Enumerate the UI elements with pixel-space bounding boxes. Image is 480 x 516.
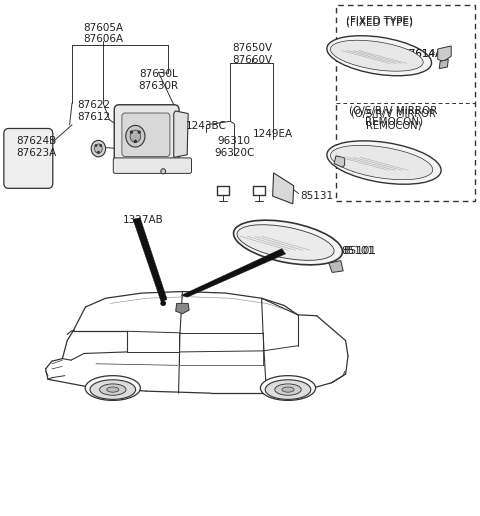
- Text: 85101: 85101: [343, 49, 375, 59]
- Ellipse shape: [85, 376, 140, 400]
- Ellipse shape: [237, 225, 334, 260]
- Ellipse shape: [138, 131, 140, 133]
- Polygon shape: [273, 173, 294, 204]
- Polygon shape: [174, 111, 188, 157]
- Ellipse shape: [98, 152, 99, 153]
- Polygon shape: [181, 249, 286, 297]
- Bar: [336, 5, 475, 201]
- Text: 85101: 85101: [363, 164, 396, 174]
- Text: 1249EA: 1249EA: [252, 129, 293, 139]
- Ellipse shape: [107, 387, 119, 392]
- Ellipse shape: [91, 140, 106, 157]
- Ellipse shape: [160, 301, 166, 306]
- Text: 1327AB: 1327AB: [123, 215, 163, 225]
- Polygon shape: [329, 261, 343, 272]
- Ellipse shape: [131, 131, 132, 133]
- Ellipse shape: [95, 144, 96, 147]
- Ellipse shape: [130, 130, 141, 142]
- Text: 87630L
87630R: 87630L 87630R: [138, 69, 179, 91]
- Text: 85131: 85131: [300, 191, 333, 201]
- Ellipse shape: [275, 384, 301, 395]
- Ellipse shape: [330, 146, 433, 180]
- Polygon shape: [438, 46, 451, 61]
- FancyBboxPatch shape: [113, 158, 192, 173]
- Ellipse shape: [161, 169, 166, 174]
- FancyBboxPatch shape: [122, 113, 170, 156]
- Text: (FIXED TYPE): (FIXED TYPE): [346, 15, 413, 26]
- Text: 87624B
87623A: 87624B 87623A: [16, 136, 56, 158]
- Ellipse shape: [95, 144, 102, 153]
- Text: (FIXED TYPE): (FIXED TYPE): [346, 18, 413, 28]
- Ellipse shape: [100, 144, 102, 147]
- FancyBboxPatch shape: [114, 105, 179, 163]
- Text: 87622
87612: 87622 87612: [77, 100, 110, 122]
- Text: 96310
96320C: 96310 96320C: [214, 136, 254, 158]
- Text: 87614A: 87614A: [402, 49, 443, 59]
- Ellipse shape: [260, 376, 316, 400]
- Text: 87650V
87660V: 87650V 87660V: [232, 43, 272, 65]
- Text: (O/S/R/V MIRROR
REMOCON): (O/S/R/V MIRROR REMOCON): [351, 109, 436, 131]
- Ellipse shape: [282, 387, 294, 392]
- Polygon shape: [133, 218, 167, 302]
- Ellipse shape: [134, 140, 136, 142]
- Text: 85101: 85101: [343, 49, 375, 59]
- Text: (O/S/R/V MIRROR
REMOCON): (O/S/R/V MIRROR REMOCON): [349, 105, 438, 127]
- FancyBboxPatch shape: [4, 128, 53, 188]
- Text: 87605A
87606A: 87605A 87606A: [83, 23, 123, 44]
- Text: 85101: 85101: [363, 163, 396, 173]
- Ellipse shape: [327, 36, 432, 76]
- Polygon shape: [176, 303, 189, 314]
- Text: 1243BC: 1243BC: [186, 121, 227, 132]
- Ellipse shape: [327, 141, 441, 184]
- Polygon shape: [334, 156, 345, 167]
- Text: 87614A: 87614A: [402, 49, 443, 59]
- Ellipse shape: [90, 380, 135, 399]
- Polygon shape: [439, 59, 448, 69]
- Ellipse shape: [234, 220, 342, 265]
- Ellipse shape: [100, 384, 126, 395]
- Text: 85101: 85101: [343, 246, 376, 256]
- Text: 85101: 85101: [341, 246, 374, 256]
- Ellipse shape: [330, 40, 423, 71]
- Ellipse shape: [265, 380, 311, 399]
- Ellipse shape: [126, 125, 145, 147]
